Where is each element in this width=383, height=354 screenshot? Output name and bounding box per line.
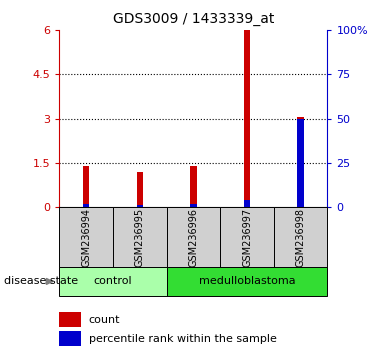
Bar: [298, 117, 304, 207]
Text: GSM236998: GSM236998: [296, 208, 306, 267]
Text: percentile rank within the sample: percentile rank within the sample: [89, 334, 277, 344]
Bar: [167, 267, 327, 296]
Bar: [298, 119, 304, 207]
Bar: [59, 267, 167, 296]
Text: control: control: [94, 276, 132, 286]
Bar: [167, 207, 220, 267]
Bar: [83, 205, 89, 207]
Text: GSM236996: GSM236996: [188, 208, 198, 267]
Bar: [83, 166, 89, 207]
Bar: [59, 312, 81, 327]
Bar: [137, 172, 143, 207]
Bar: [190, 166, 196, 207]
Text: disease state: disease state: [4, 276, 78, 286]
Text: count: count: [89, 315, 120, 325]
Bar: [59, 331, 81, 346]
Text: medulloblastoma: medulloblastoma: [199, 276, 295, 286]
Bar: [274, 207, 327, 267]
Bar: [244, 30, 250, 207]
Bar: [244, 200, 250, 207]
Text: GSM236994: GSM236994: [81, 208, 91, 267]
Text: GSM236997: GSM236997: [242, 207, 252, 267]
Bar: [59, 207, 113, 267]
Text: GSM236995: GSM236995: [135, 207, 145, 267]
Title: GDS3009 / 1433339_at: GDS3009 / 1433339_at: [113, 12, 274, 26]
Bar: [137, 205, 143, 207]
Bar: [190, 205, 196, 207]
Bar: [113, 207, 167, 267]
Bar: [220, 207, 274, 267]
